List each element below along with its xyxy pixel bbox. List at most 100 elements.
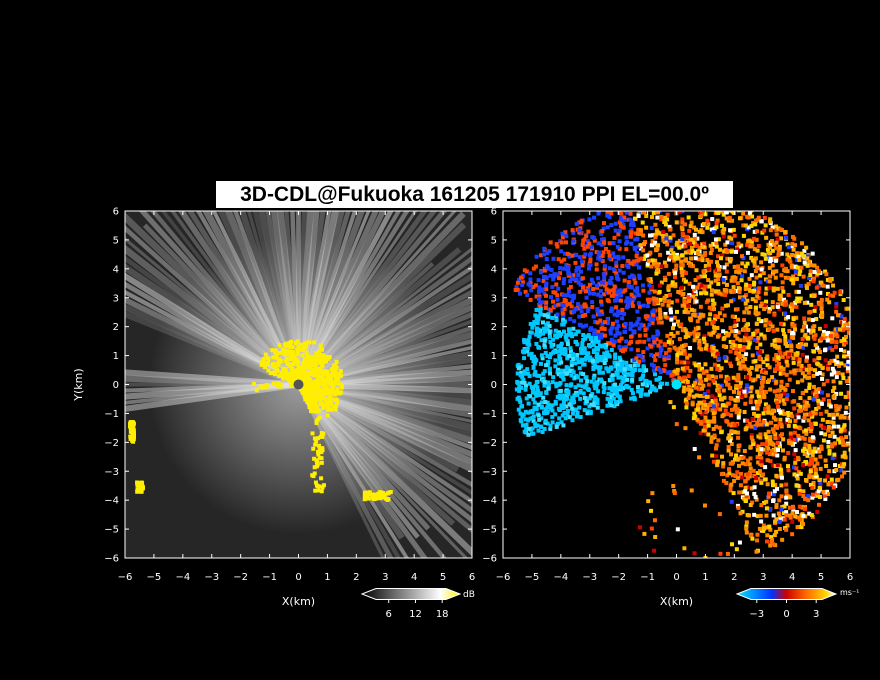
velocity-cell bbox=[802, 507, 807, 512]
velocity-cell bbox=[767, 219, 772, 224]
x-tick-label: 0 bbox=[673, 572, 679, 583]
reflectivity-echo-cell bbox=[307, 340, 312, 345]
velocity-cell bbox=[836, 437, 841, 442]
reflectivity-echo-cell bbox=[290, 344, 295, 349]
velocity-cell bbox=[772, 389, 777, 394]
velocity-cell bbox=[692, 411, 697, 416]
velocity-cell bbox=[564, 267, 569, 272]
reflectivity-echo-cell bbox=[337, 382, 342, 387]
velocity-cell bbox=[534, 391, 539, 396]
velocity-cell bbox=[768, 217, 773, 222]
velocity-cell bbox=[722, 313, 727, 318]
velocity-cell bbox=[614, 271, 619, 276]
velocity-cell bbox=[714, 349, 719, 354]
reflectivity-echo-cell bbox=[314, 351, 319, 356]
velocity-cell bbox=[628, 364, 633, 369]
velocity-cell bbox=[623, 321, 628, 326]
velocity-cell bbox=[747, 462, 752, 467]
velocity-cell bbox=[679, 253, 684, 258]
velocity-cell bbox=[813, 343, 818, 348]
velocity-cell bbox=[811, 328, 816, 333]
velocity-cell bbox=[824, 409, 829, 414]
velocity-cell bbox=[807, 259, 812, 264]
reflectivity-echo-cell bbox=[333, 371, 338, 376]
velocity-cell bbox=[651, 335, 656, 340]
velocity-cell bbox=[548, 371, 553, 376]
velocity-cell bbox=[826, 444, 831, 449]
velocity-cell bbox=[672, 315, 677, 320]
velocity-cell bbox=[757, 469, 762, 474]
velocity-cell bbox=[731, 491, 736, 496]
velocity-cell bbox=[833, 332, 838, 337]
velocity-cell bbox=[602, 343, 607, 348]
velocity-cell bbox=[722, 395, 727, 400]
velocity-cell bbox=[802, 412, 807, 417]
velocity-cell bbox=[798, 368, 803, 373]
velocity-cell bbox=[589, 335, 594, 340]
velocity-cell bbox=[693, 278, 698, 283]
reflectivity-echo-cell bbox=[315, 408, 320, 413]
reflectivity-echo-cell bbox=[262, 365, 267, 370]
velocity-cell bbox=[743, 499, 748, 504]
velocity-cell bbox=[743, 223, 748, 228]
velocity-cell bbox=[592, 403, 597, 408]
velocity-cell bbox=[564, 365, 569, 370]
velocity-cell bbox=[822, 493, 827, 498]
velocity-cell bbox=[715, 218, 720, 223]
velocity-cell bbox=[590, 358, 595, 363]
velocity-cell bbox=[747, 371, 752, 376]
velocity-cell bbox=[616, 232, 621, 237]
reflectivity-echo-cell bbox=[319, 476, 324, 481]
velocity-cell bbox=[647, 252, 652, 257]
reflectivity-echo-cell bbox=[301, 386, 306, 391]
velocity-cell bbox=[581, 372, 586, 377]
velocity-cell bbox=[577, 405, 582, 410]
velocity-cell bbox=[823, 324, 828, 329]
velocity-cell bbox=[774, 358, 779, 363]
velocity-cell bbox=[730, 461, 735, 466]
velocity-cell bbox=[536, 314, 541, 319]
reflectivity-echo-cell bbox=[372, 496, 377, 501]
velocity-cell bbox=[570, 299, 575, 304]
velocity-cell bbox=[658, 315, 663, 320]
velocity-cell bbox=[697, 282, 702, 287]
velocity-cell bbox=[756, 244, 761, 249]
velocity-cell bbox=[556, 302, 561, 307]
velocity-cell bbox=[778, 410, 783, 415]
velocity-cell bbox=[724, 358, 729, 363]
velocity-cell bbox=[605, 317, 610, 322]
velocity-cell bbox=[827, 412, 832, 417]
velocity-cell bbox=[548, 426, 553, 431]
velocity-cell bbox=[748, 466, 753, 471]
velocity-cell bbox=[702, 391, 707, 396]
velocity-cell bbox=[635, 232, 640, 237]
velocity-cell bbox=[786, 438, 791, 443]
velocity-cell bbox=[730, 542, 735, 547]
velocity-cell bbox=[675, 319, 680, 324]
reflectivity-echo-cell bbox=[309, 372, 314, 377]
velocity-cell bbox=[575, 410, 580, 415]
velocity-cell bbox=[827, 451, 832, 456]
velocity-cell bbox=[630, 303, 635, 308]
velocity-cell bbox=[724, 288, 729, 293]
velocity-cell bbox=[654, 377, 659, 382]
velocity-cell bbox=[759, 332, 764, 337]
velocity-cell bbox=[758, 273, 763, 278]
velocity-cell bbox=[762, 526, 767, 531]
velocity-cell bbox=[680, 220, 685, 225]
velocity-cell bbox=[714, 267, 719, 272]
velocity-cell bbox=[642, 339, 647, 344]
reflectivity-echo-cell bbox=[298, 387, 303, 392]
velocity-cell bbox=[842, 316, 847, 321]
velocity-cell bbox=[544, 293, 549, 298]
reflectivity-echo-cell bbox=[277, 374, 282, 379]
reflectivity-echo-cell bbox=[326, 356, 331, 361]
y-tick-label: −4 bbox=[104, 496, 119, 507]
velocity-cell bbox=[635, 385, 640, 390]
velocity-cell bbox=[632, 329, 637, 334]
velocity-cell bbox=[560, 307, 565, 312]
velocity-cell bbox=[708, 259, 713, 264]
velocity-cell bbox=[628, 211, 633, 216]
velocity-cell bbox=[706, 222, 711, 227]
velocity-cell bbox=[776, 250, 781, 255]
